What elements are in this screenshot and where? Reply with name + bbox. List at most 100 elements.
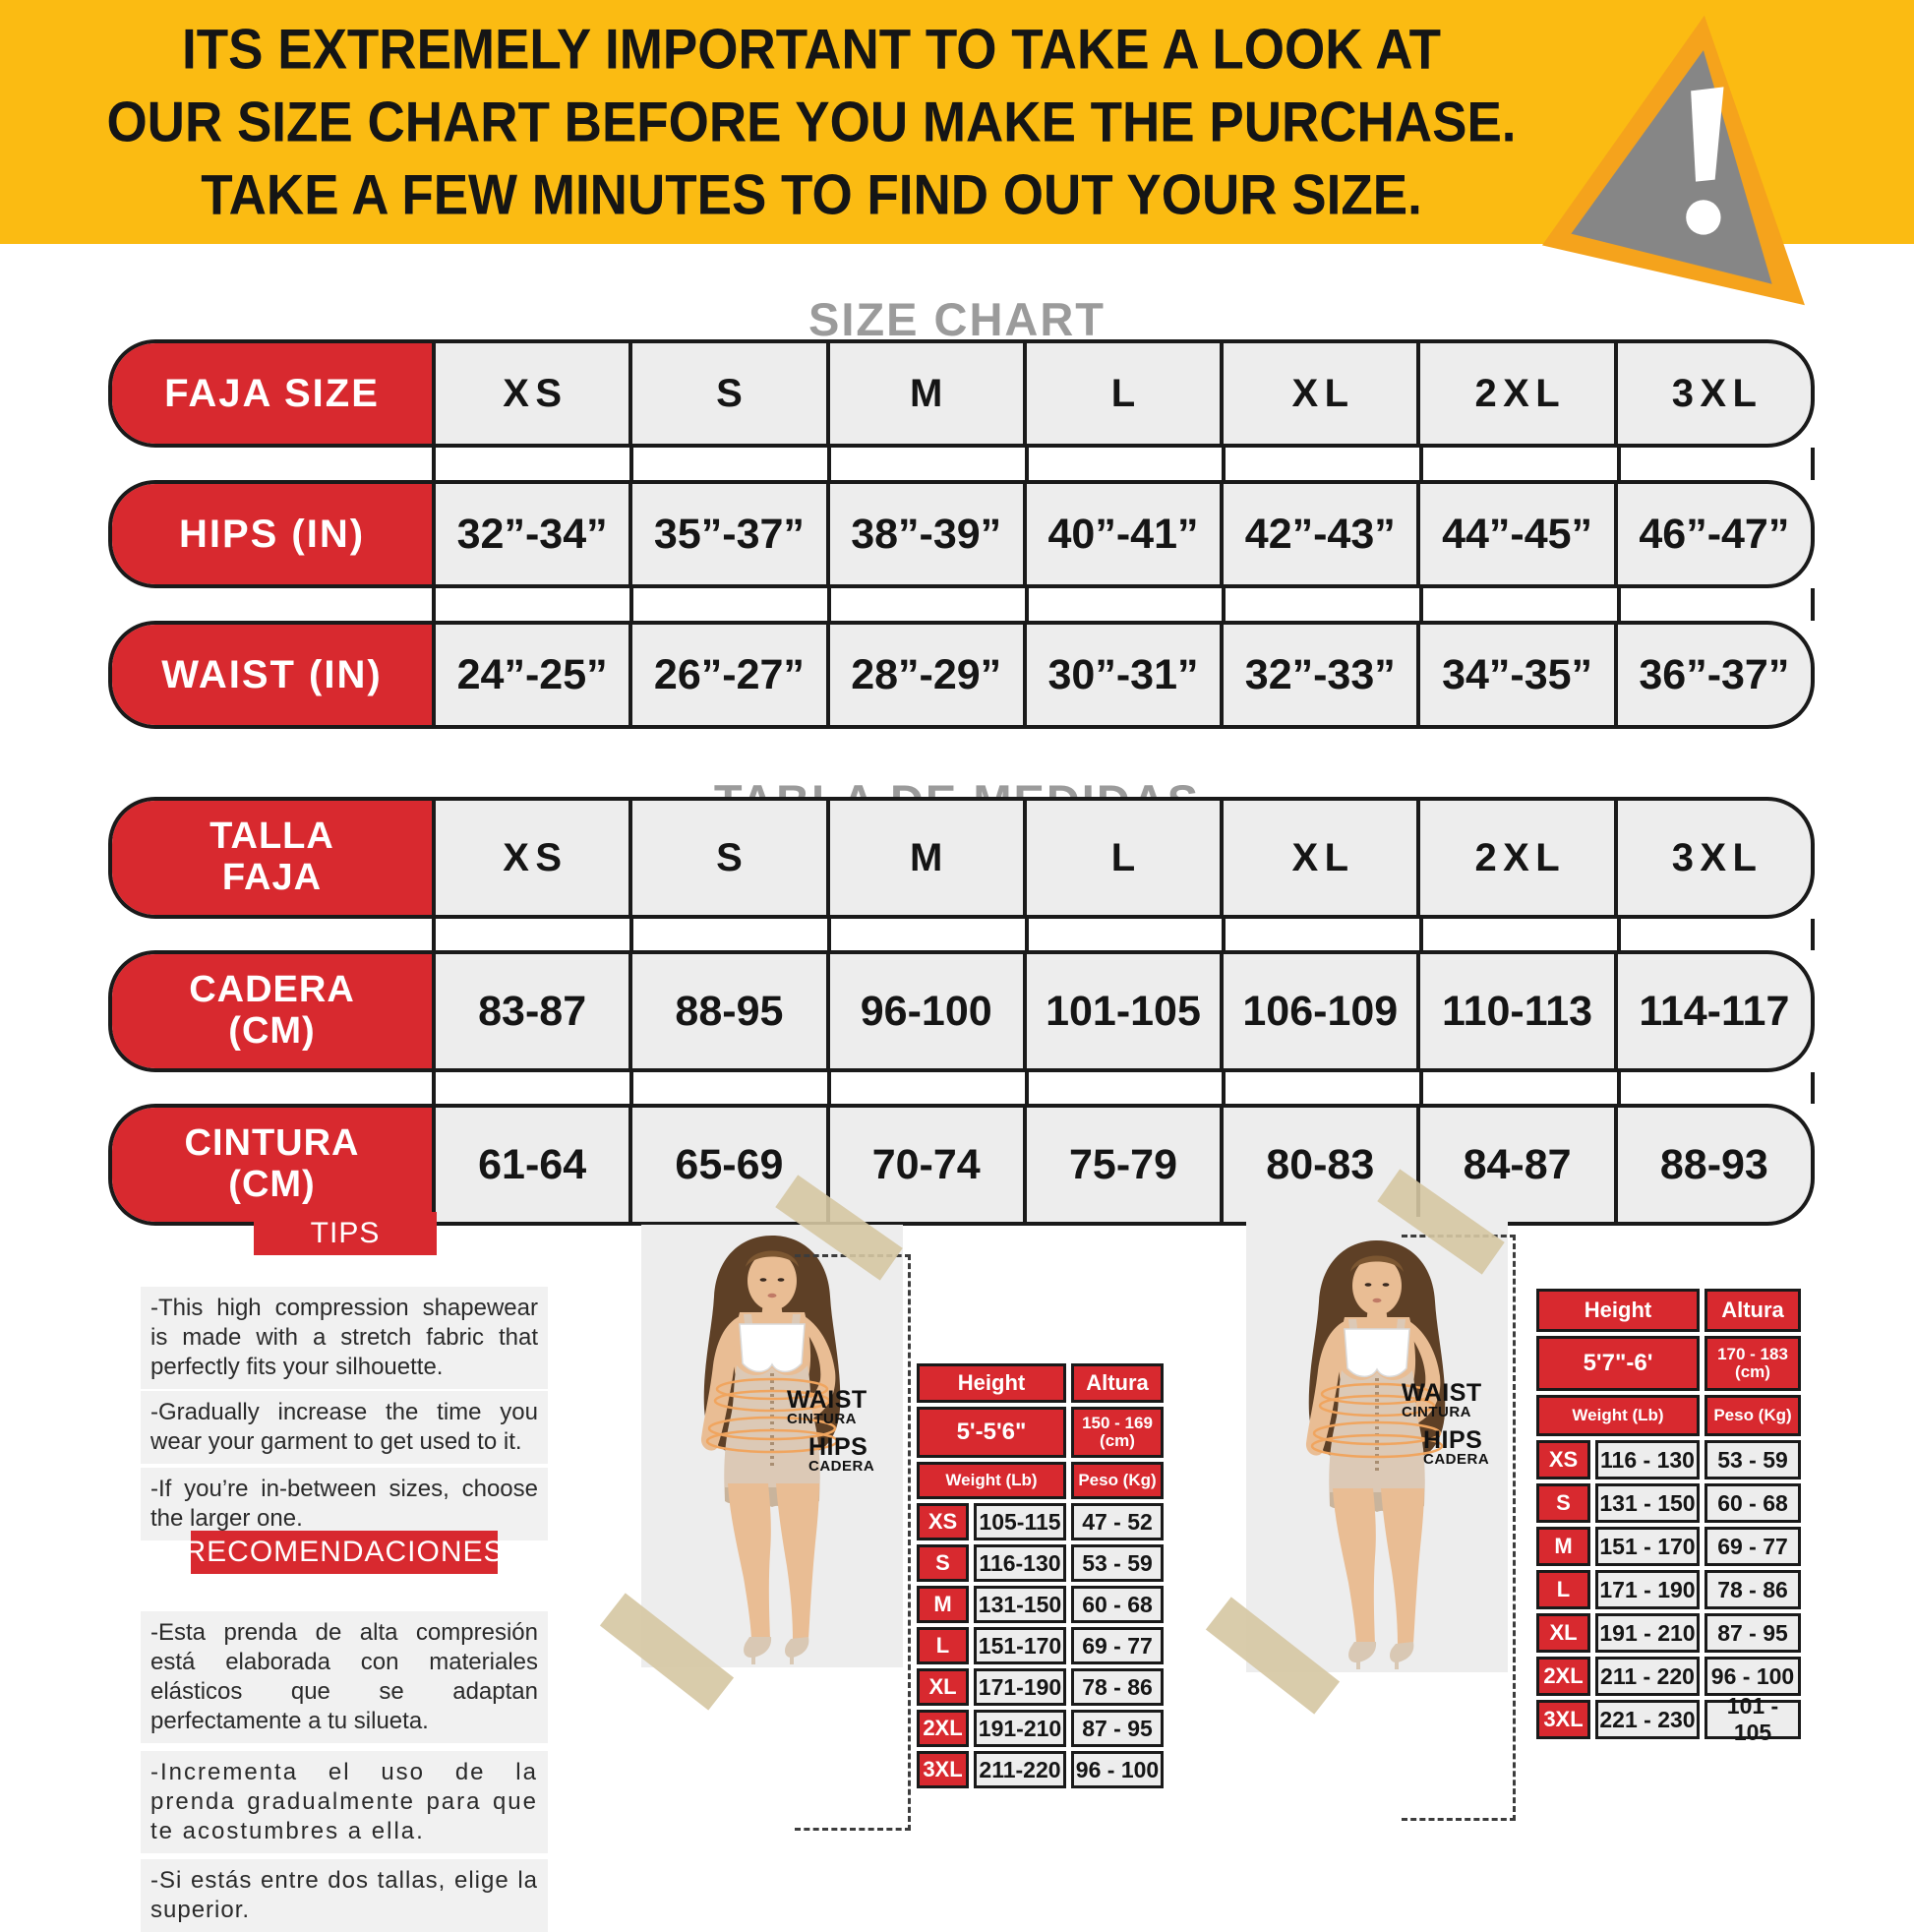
altura-range: 150 - 169 (cm) <box>1071 1407 1164 1458</box>
value-cell: 35”-37” <box>628 484 825 584</box>
height-range: 5'-5'6" <box>917 1407 1066 1458</box>
value-cell: 114-117 <box>1613 954 1811 1068</box>
measurement-bracket <box>1402 1235 1516 1821</box>
size-cell: S <box>1536 1483 1590 1523</box>
model-photo <box>641 1225 903 1667</box>
kg-cell: 69 - 77 <box>1071 1627 1164 1664</box>
size-cell: XS <box>917 1503 969 1540</box>
banner-line-3: TAKE A FEW MINUTES TO FIND OUT YOUR SIZE… <box>201 163 1422 226</box>
lb-cell: 131 - 150 <box>1595 1483 1700 1523</box>
kg-cell: 60 - 68 <box>1071 1586 1164 1623</box>
warning-banner: ITS EXTREMELY IMPORTANT TO TAKE A LOOK A… <box>0 0 1914 244</box>
value-cell: 36”-37” <box>1613 625 1811 725</box>
size-header-m: M <box>825 343 1023 444</box>
size-header-2xl: 2XL <box>1416 801 1613 915</box>
size-header-xs: XS <box>432 343 628 444</box>
value-cell: 65-69 <box>628 1108 825 1222</box>
size-header-xl: XL <box>1220 343 1416 444</box>
value-cell: 44”-45” <box>1416 484 1613 584</box>
table-spacer <box>108 588 1815 621</box>
value-cell: 61-64 <box>432 1108 628 1222</box>
value-cell: 42”-43” <box>1220 484 1416 584</box>
fit-table-tall-height: Height Altura 5'7"-6' 170 - 183 (cm) Wei… <box>1536 1289 1801 1745</box>
table-spacer <box>108 448 1815 480</box>
kg-cell: 47 - 52 <box>1071 1503 1164 1540</box>
cintura-row: CINTURA (CM) 61-64 65-69 70-74 75-79 80-… <box>108 1104 1815 1226</box>
peso-header: Peso (Kg) <box>1071 1462 1164 1499</box>
value-cell: 38”-39” <box>825 484 1023 584</box>
recomendaciones-badge: RECOMENDACIONES <box>184 1531 504 1574</box>
size-header-m: M <box>825 801 1023 915</box>
value-cell: 32”-34” <box>432 484 628 584</box>
size-cell: XL <box>1536 1613 1590 1653</box>
lb-cell: 221 - 230 <box>1595 1700 1700 1739</box>
hips-row-label: HIPS (IN) <box>112 484 432 584</box>
waist-measure-label: WAIST CINTURA <box>1402 1379 1482 1420</box>
waist-row-label: WAIST (IN) <box>112 625 432 725</box>
size-header-xs: XS <box>432 801 628 915</box>
size-header-l: L <box>1022 343 1220 444</box>
height-header: Height <box>1536 1289 1700 1332</box>
value-cell: 46”-47” <box>1613 484 1811 584</box>
value-cell: 70-74 <box>825 1108 1023 1222</box>
kg-cell: 60 - 68 <box>1705 1483 1801 1523</box>
lb-cell: 116-130 <box>974 1544 1066 1582</box>
hips-measure-label: HIPS CADERA <box>1423 1426 1490 1468</box>
cadera-row: CADERA (CM) 83-87 88-95 96-100 101-105 1… <box>108 950 1815 1072</box>
weight-header: Weight (Lb) <box>1536 1395 1700 1436</box>
shapewear-model-figure <box>1305 1240 1446 1669</box>
value-cell: 80-83 <box>1220 1108 1416 1222</box>
kg-cell: 78 - 86 <box>1705 1570 1801 1609</box>
recomendacion-item: -Si estás entre dos tallas, elige la sup… <box>141 1859 548 1932</box>
size-cell: S <box>917 1544 969 1582</box>
height-range: 5'7"-6' <box>1536 1336 1700 1391</box>
talla-faja-header-row: TALLA FAJA XS S M L XL 2XL 3XL <box>108 797 1815 919</box>
lb-cell: 171-190 <box>974 1668 1066 1706</box>
lb-cell: 151-170 <box>974 1627 1066 1664</box>
size-header-xl: XL <box>1220 801 1416 915</box>
lb-cell: 171 - 190 <box>1595 1570 1700 1609</box>
model-photo <box>1246 1217 1508 1672</box>
kg-cell: 87 - 95 <box>1071 1710 1164 1747</box>
kg-cell: 87 - 95 <box>1705 1613 1801 1653</box>
size-header-2xl: 2XL <box>1416 343 1613 444</box>
value-cell: 28”-29” <box>825 625 1023 725</box>
talla-faja-label: TALLA FAJA <box>112 801 432 915</box>
size-cell: XL <box>917 1668 969 1706</box>
kg-cell: 96 - 100 <box>1705 1657 1801 1696</box>
hips-row: HIPS (IN) 32”-34” 35”-37” 38”-39” 40”-41… <box>108 480 1815 588</box>
waist-row: WAIST (IN) 24”-25” 26”-27” 28”-29” 30”-3… <box>108 621 1815 729</box>
lb-cell: 151 - 170 <box>1595 1527 1700 1566</box>
size-cell: XS <box>1536 1440 1590 1479</box>
size-cell: 3XL <box>917 1751 969 1788</box>
lb-cell: 211 - 220 <box>1595 1657 1700 1696</box>
table-spacer <box>108 919 1815 950</box>
value-cell: 88-93 <box>1613 1108 1811 1222</box>
warning-triangle-icon <box>1541 15 1805 306</box>
kg-cell: 78 - 86 <box>1071 1668 1164 1706</box>
size-cell: 2XL <box>917 1710 969 1747</box>
kg-cell: 53 - 59 <box>1705 1440 1801 1479</box>
size-cell: 3XL <box>1536 1700 1590 1739</box>
tip-item: -If you’re in-between sizes, choose the … <box>141 1468 548 1540</box>
size-cell: 2XL <box>1536 1657 1590 1696</box>
size-cell: M <box>1536 1527 1590 1566</box>
weight-header: Weight (Lb) <box>917 1462 1066 1499</box>
value-cell: 32”-33” <box>1220 625 1416 725</box>
value-cell: 84-87 <box>1416 1108 1613 1222</box>
value-cell: 83-87 <box>432 954 628 1068</box>
size-header-3xl: 3XL <box>1613 343 1811 444</box>
shapewear-model-figure <box>700 1236 841 1664</box>
banner-line-2: OUR SIZE CHART BEFORE YOU MAKE THE PURCH… <box>106 91 1517 153</box>
kg-cell: 53 - 59 <box>1071 1544 1164 1582</box>
value-cell: 34”-35” <box>1416 625 1613 725</box>
table-spacer <box>108 1072 1815 1104</box>
value-cell: 110-113 <box>1416 954 1613 1068</box>
size-cell: M <box>917 1586 969 1623</box>
kg-cell: 96 - 100 <box>1071 1751 1164 1788</box>
kg-cell: 101 - 105 <box>1705 1693 1801 1745</box>
value-cell: 24”-25” <box>432 625 628 725</box>
recomendacion-item: -Incrementa el uso de la prenda gradualm… <box>141 1751 548 1853</box>
lb-cell: 131-150 <box>974 1586 1066 1623</box>
size-cell: L <box>917 1627 969 1664</box>
